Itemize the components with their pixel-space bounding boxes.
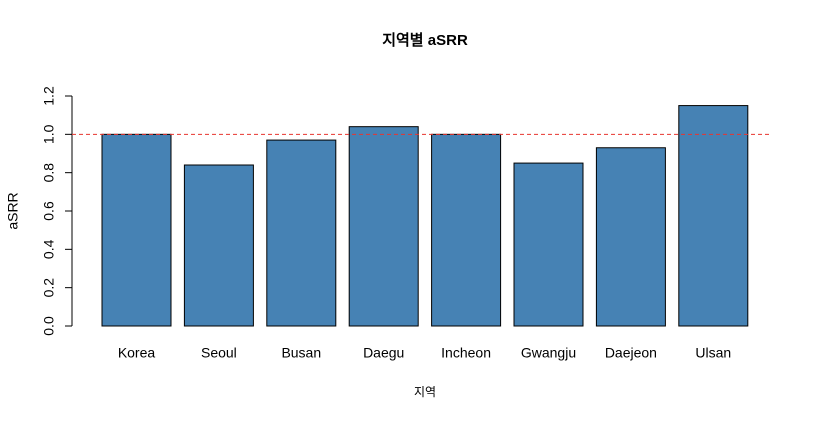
x-tick-label: Busan [281,345,321,361]
bar [595,147,666,327]
y-tick-label: 0.0 [41,316,57,336]
bar [678,105,749,327]
y-tick-label: 0.8 [41,163,57,183]
chart-title: 지역별 aSRR [382,31,468,49]
x-axis-label: 지역 [414,385,436,399]
x-tick-label: Seoul [201,345,237,361]
bar [348,126,419,327]
x-tick-label: Korea [118,345,156,361]
y-tick-label: 0.2 [41,278,57,298]
x-tick-label: Ulsan [695,345,731,361]
bar [183,164,254,327]
x-tick-label: Daejeon [605,345,657,361]
y-tick-label: 0.4 [41,239,57,259]
y-tick-label: 1.2 [41,86,57,106]
y-axis-label: aSRR [5,192,21,229]
x-tick-label: Daegu [363,345,404,361]
y-tick-label: 1.0 [41,124,57,144]
bar [513,162,584,327]
bar [101,133,172,327]
bar [431,133,502,327]
bar [266,139,337,327]
y-tick-label: 0.6 [41,201,57,221]
x-tick-label: Gwangju [521,345,576,361]
x-tick-label: Incheon [441,345,491,361]
